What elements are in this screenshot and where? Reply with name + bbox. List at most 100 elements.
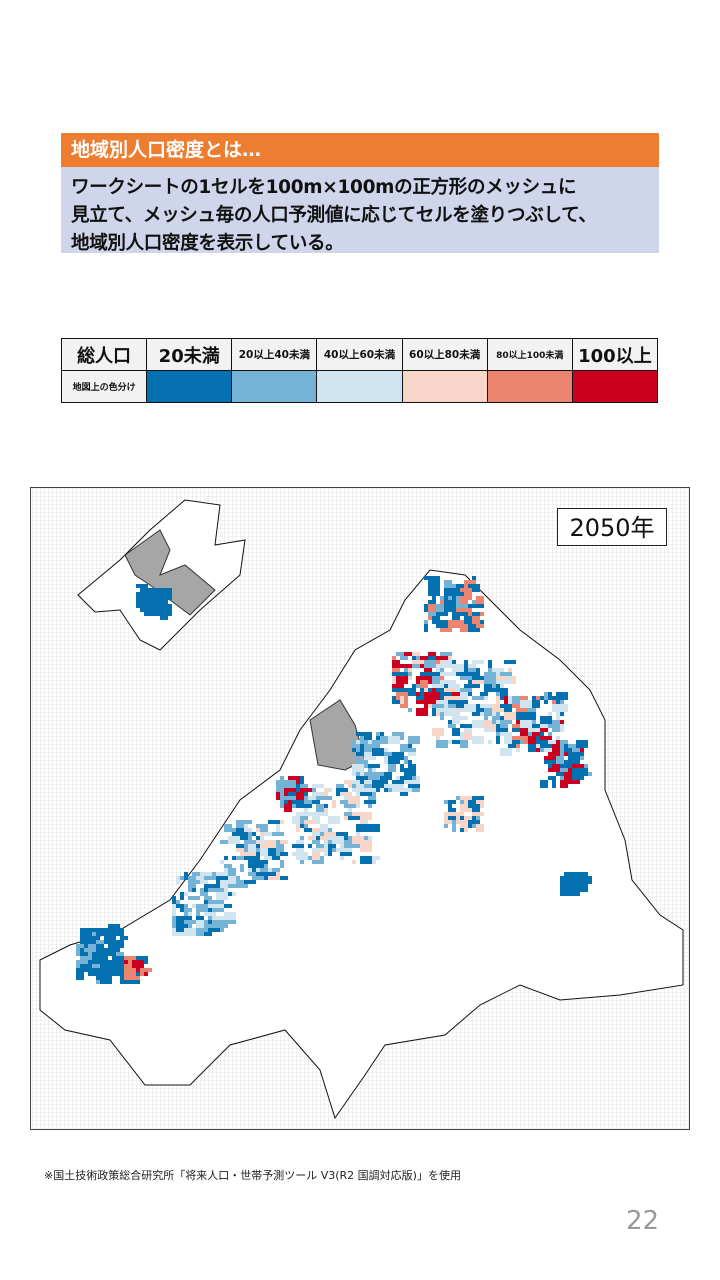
mesh-cell	[440, 608, 452, 612]
mesh-cell	[236, 844, 244, 848]
mesh-cell	[492, 684, 504, 692]
mesh-cell	[448, 816, 456, 820]
mesh-cell	[460, 724, 472, 728]
mesh-cell	[556, 692, 568, 696]
mesh-cell	[204, 896, 212, 900]
mesh-cell	[336, 792, 340, 796]
mesh-cell	[264, 848, 276, 856]
mesh-cell	[312, 852, 320, 860]
mesh-cell	[352, 780, 360, 784]
mesh-cell	[472, 696, 484, 700]
mesh-cell	[432, 676, 440, 684]
mesh-cell	[484, 712, 488, 720]
mesh-cell	[256, 868, 260, 872]
mesh-cell	[464, 592, 472, 600]
mesh-cell	[240, 864, 244, 872]
mesh-cell	[300, 784, 308, 788]
mesh-cell	[516, 736, 528, 740]
mesh-cell	[124, 956, 136, 960]
mesh-cell	[144, 608, 156, 616]
mesh-cell	[80, 968, 92, 972]
mesh-cell	[300, 788, 312, 792]
mesh-cell	[448, 588, 460, 596]
mesh-cell	[448, 724, 456, 728]
mesh-cell	[464, 616, 468, 620]
mesh-cell	[88, 936, 100, 940]
mesh-cell	[140, 600, 152, 608]
mesh-cell	[380, 736, 384, 740]
mesh-cell	[456, 712, 460, 716]
mesh-cell	[80, 948, 84, 952]
mesh-cell	[280, 800, 284, 808]
mesh-cell	[496, 696, 500, 704]
mesh-cell	[444, 580, 452, 588]
mesh-cell	[560, 760, 572, 768]
mesh-cell	[260, 836, 264, 844]
mesh-cell	[460, 676, 472, 680]
page-number: 22	[626, 1206, 660, 1236]
mesh-cell	[456, 700, 468, 704]
mesh-cell	[460, 740, 468, 748]
mesh-cell	[456, 684, 460, 692]
mesh-cell	[356, 772, 360, 776]
mesh-cell	[436, 688, 448, 692]
mesh-cell	[408, 764, 416, 768]
mesh-cell	[500, 688, 508, 696]
mesh-cell	[276, 824, 280, 832]
mesh-cell	[360, 776, 364, 784]
mesh-cell	[460, 808, 472, 812]
mesh-cell	[492, 668, 504, 676]
mesh-cell	[228, 868, 236, 876]
mesh-cell	[552, 704, 556, 712]
mesh-cell	[424, 692, 436, 696]
mesh-cell	[108, 944, 120, 948]
mesh-cell	[320, 836, 328, 840]
mesh-cell	[500, 716, 504, 720]
mesh-cell	[348, 816, 360, 820]
mesh-cell	[484, 684, 492, 692]
mesh-cell	[444, 704, 448, 712]
mesh-cell	[544, 760, 552, 764]
mesh-cell	[392, 656, 396, 660]
population-legend-table: 総人口 20未満 20以上40未満 40以上60未満 60以上80未満 80以上…	[60, 338, 659, 403]
mesh-cell	[196, 876, 208, 884]
mesh-cell	[312, 792, 324, 796]
mesh-cell	[424, 624, 428, 632]
mesh-cell	[404, 688, 412, 692]
mesh-cell	[216, 872, 228, 876]
legend-swatch	[146, 370, 233, 403]
mesh-cell	[400, 664, 412, 668]
mesh-cell	[560, 884, 568, 888]
mesh-cell	[412, 656, 416, 660]
mesh-cell	[276, 780, 288, 788]
mesh-cell	[324, 804, 328, 808]
mesh-cell	[364, 780, 372, 784]
mesh-cell	[328, 816, 340, 824]
mesh-cell	[192, 888, 196, 892]
mesh-cell	[400, 696, 404, 704]
mesh-cell	[104, 940, 112, 944]
mesh-cell	[576, 888, 588, 892]
mesh-cell	[364, 744, 372, 752]
mesh-cell	[552, 764, 560, 772]
mesh-cell	[408, 672, 412, 676]
mesh-cell	[436, 740, 448, 748]
mesh-cell	[556, 700, 560, 704]
mesh-cell	[536, 724, 548, 728]
mesh-cell	[476, 712, 480, 716]
mesh-cell	[112, 968, 124, 972]
mesh-cell	[428, 652, 436, 656]
mesh-cell	[528, 728, 540, 732]
mesh-cell	[456, 708, 468, 712]
mesh-cell	[172, 904, 176, 912]
mesh-cell	[108, 928, 120, 936]
mesh-cell	[476, 596, 484, 604]
mesh-cell	[272, 856, 280, 860]
mesh-cell	[500, 704, 512, 712]
mesh-cell	[176, 916, 184, 924]
mesh-cell	[184, 872, 188, 880]
mesh-cell	[176, 924, 188, 932]
mesh-cell	[368, 768, 372, 772]
legend-class-label: 80以上100未満	[486, 338, 573, 371]
mesh-cell	[108, 948, 112, 952]
